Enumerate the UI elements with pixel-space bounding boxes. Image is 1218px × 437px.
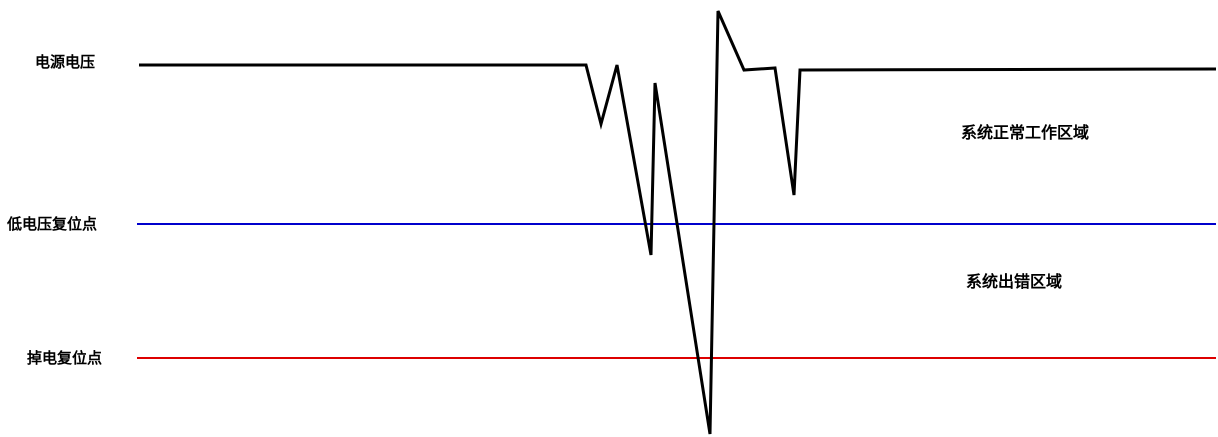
error-zone-label: 系统出错区域 — [966, 272, 1062, 291]
normal-operation-zone-label: 系统正常工作区域 — [961, 123, 1089, 142]
low-voltage-reset-label: 低电压复位点 — [6, 215, 97, 233]
power-down-reset-label: 掉电复位点 — [27, 349, 102, 367]
supply-voltage-trace — [139, 10, 1217, 435]
supply-voltage-label: 电源电压 — [35, 53, 95, 71]
